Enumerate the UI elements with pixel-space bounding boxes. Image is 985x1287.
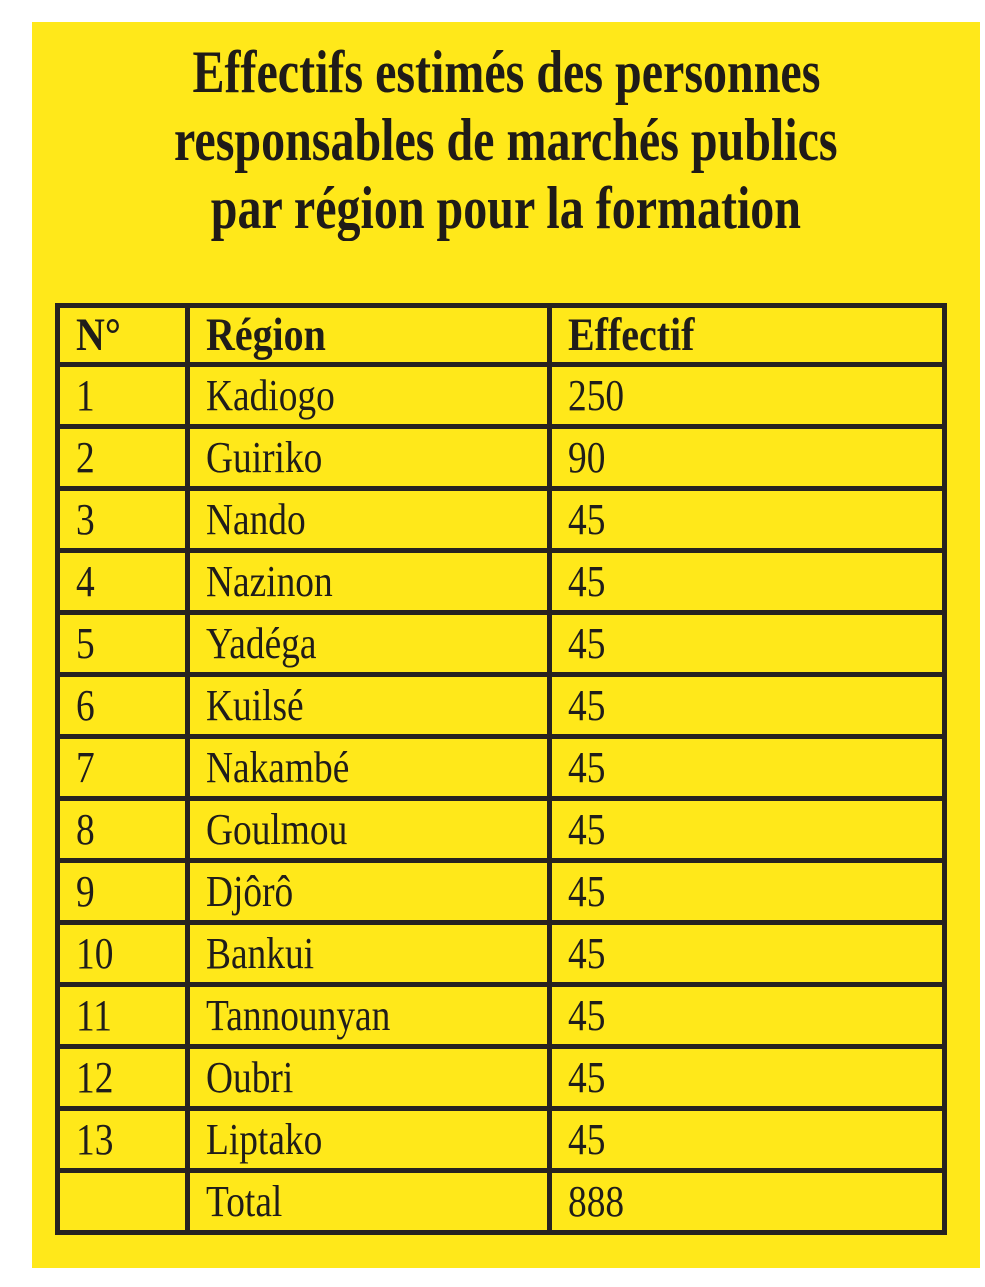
cell-num: 11: [55, 982, 190, 1049]
cell-effectif: 45: [547, 672, 947, 739]
cell-region: Tannounyan: [185, 982, 552, 1049]
cell-num-empty: [55, 1168, 190, 1235]
cell-effectif: 45: [547, 982, 947, 1049]
cell-total-label: Total: [185, 1168, 552, 1235]
table-row: 5 Yadéga 45: [55, 610, 947, 677]
cell-region: Kadiogo: [185, 362, 552, 429]
page-title: Effectifs estimés des personnes responsa…: [32, 22, 980, 242]
cell-region: Oubri: [185, 1044, 552, 1111]
cell-region: Nazinon: [185, 548, 552, 615]
cell-num: 1: [55, 362, 190, 429]
cell-region: Guiriko: [185, 424, 552, 491]
regions-table: N° Région Effectif 1 Kadiogo 250 2 Guiri…: [55, 303, 947, 1235]
table-row: 2 Guiriko 90: [55, 424, 947, 491]
cell-num: 9: [55, 858, 190, 925]
cell-num: 12: [55, 1044, 190, 1111]
cell-effectif: 45: [547, 920, 947, 987]
cell-num: 6: [55, 672, 190, 739]
cell-num: 10: [55, 920, 190, 987]
header-num: N°: [55, 303, 190, 367]
yellow-card: Effectifs estimés des personnes responsa…: [32, 22, 980, 1268]
cell-effectif: 45: [547, 1044, 947, 1111]
table-row: 10 Bankui 45: [55, 920, 947, 987]
table-row: 6 Kuilsé 45: [55, 672, 947, 739]
header-region: Région: [185, 303, 552, 367]
table-row: 3 Nando 45: [55, 486, 947, 553]
cell-region: Kuilsé: [185, 672, 552, 739]
table-row: 7 Nakambé 45: [55, 734, 947, 801]
cell-effectif: 45: [547, 796, 947, 863]
cell-effectif: 45: [547, 1106, 947, 1173]
cell-region: Goulmou: [185, 796, 552, 863]
table-row: 1 Kadiogo 250: [55, 362, 947, 429]
cell-num: 4: [55, 548, 190, 615]
cell-effectif: 90: [547, 424, 947, 491]
cell-num: 2: [55, 424, 190, 491]
table-total-row: Total 888: [55, 1168, 947, 1235]
table-row: 13 Liptako 45: [55, 1106, 947, 1173]
cell-effectif: 45: [547, 610, 947, 677]
table-row: 8 Goulmou 45: [55, 796, 947, 863]
cell-region: Nando: [185, 486, 552, 553]
cell-effectif: 45: [547, 548, 947, 615]
cell-region: Djôrô: [185, 858, 552, 925]
cell-effectif: 45: [547, 858, 947, 925]
title-line-3: par région pour la formation: [210, 175, 802, 241]
cell-num: 8: [55, 796, 190, 863]
cell-total-value: 888: [547, 1168, 947, 1235]
title-line-1: Effectifs estimés des personnes: [192, 39, 820, 105]
cell-effectif: 250: [547, 362, 947, 429]
cell-num: 3: [55, 486, 190, 553]
header-effectif: Effectif: [547, 303, 947, 367]
cell-region: Bankui: [185, 920, 552, 987]
cell-region: Liptako: [185, 1106, 552, 1173]
cell-effectif: 45: [547, 486, 947, 553]
cell-num: 7: [55, 734, 190, 801]
table-row: 11 Tannounyan 45: [55, 982, 947, 1049]
table-row: 4 Nazinon 45: [55, 548, 947, 615]
cell-num: 13: [55, 1106, 190, 1173]
cell-num: 5: [55, 610, 190, 677]
title-line-2: responsables de marchés publics: [174, 107, 838, 173]
table-header-row: N° Région Effectif: [55, 303, 947, 367]
table-row: 12 Oubri 45: [55, 1044, 947, 1111]
cell-effectif: 45: [547, 734, 947, 801]
table-row: 9 Djôrô 45: [55, 858, 947, 925]
cell-region: Yadéga: [185, 610, 552, 677]
cell-region: Nakambé: [185, 734, 552, 801]
